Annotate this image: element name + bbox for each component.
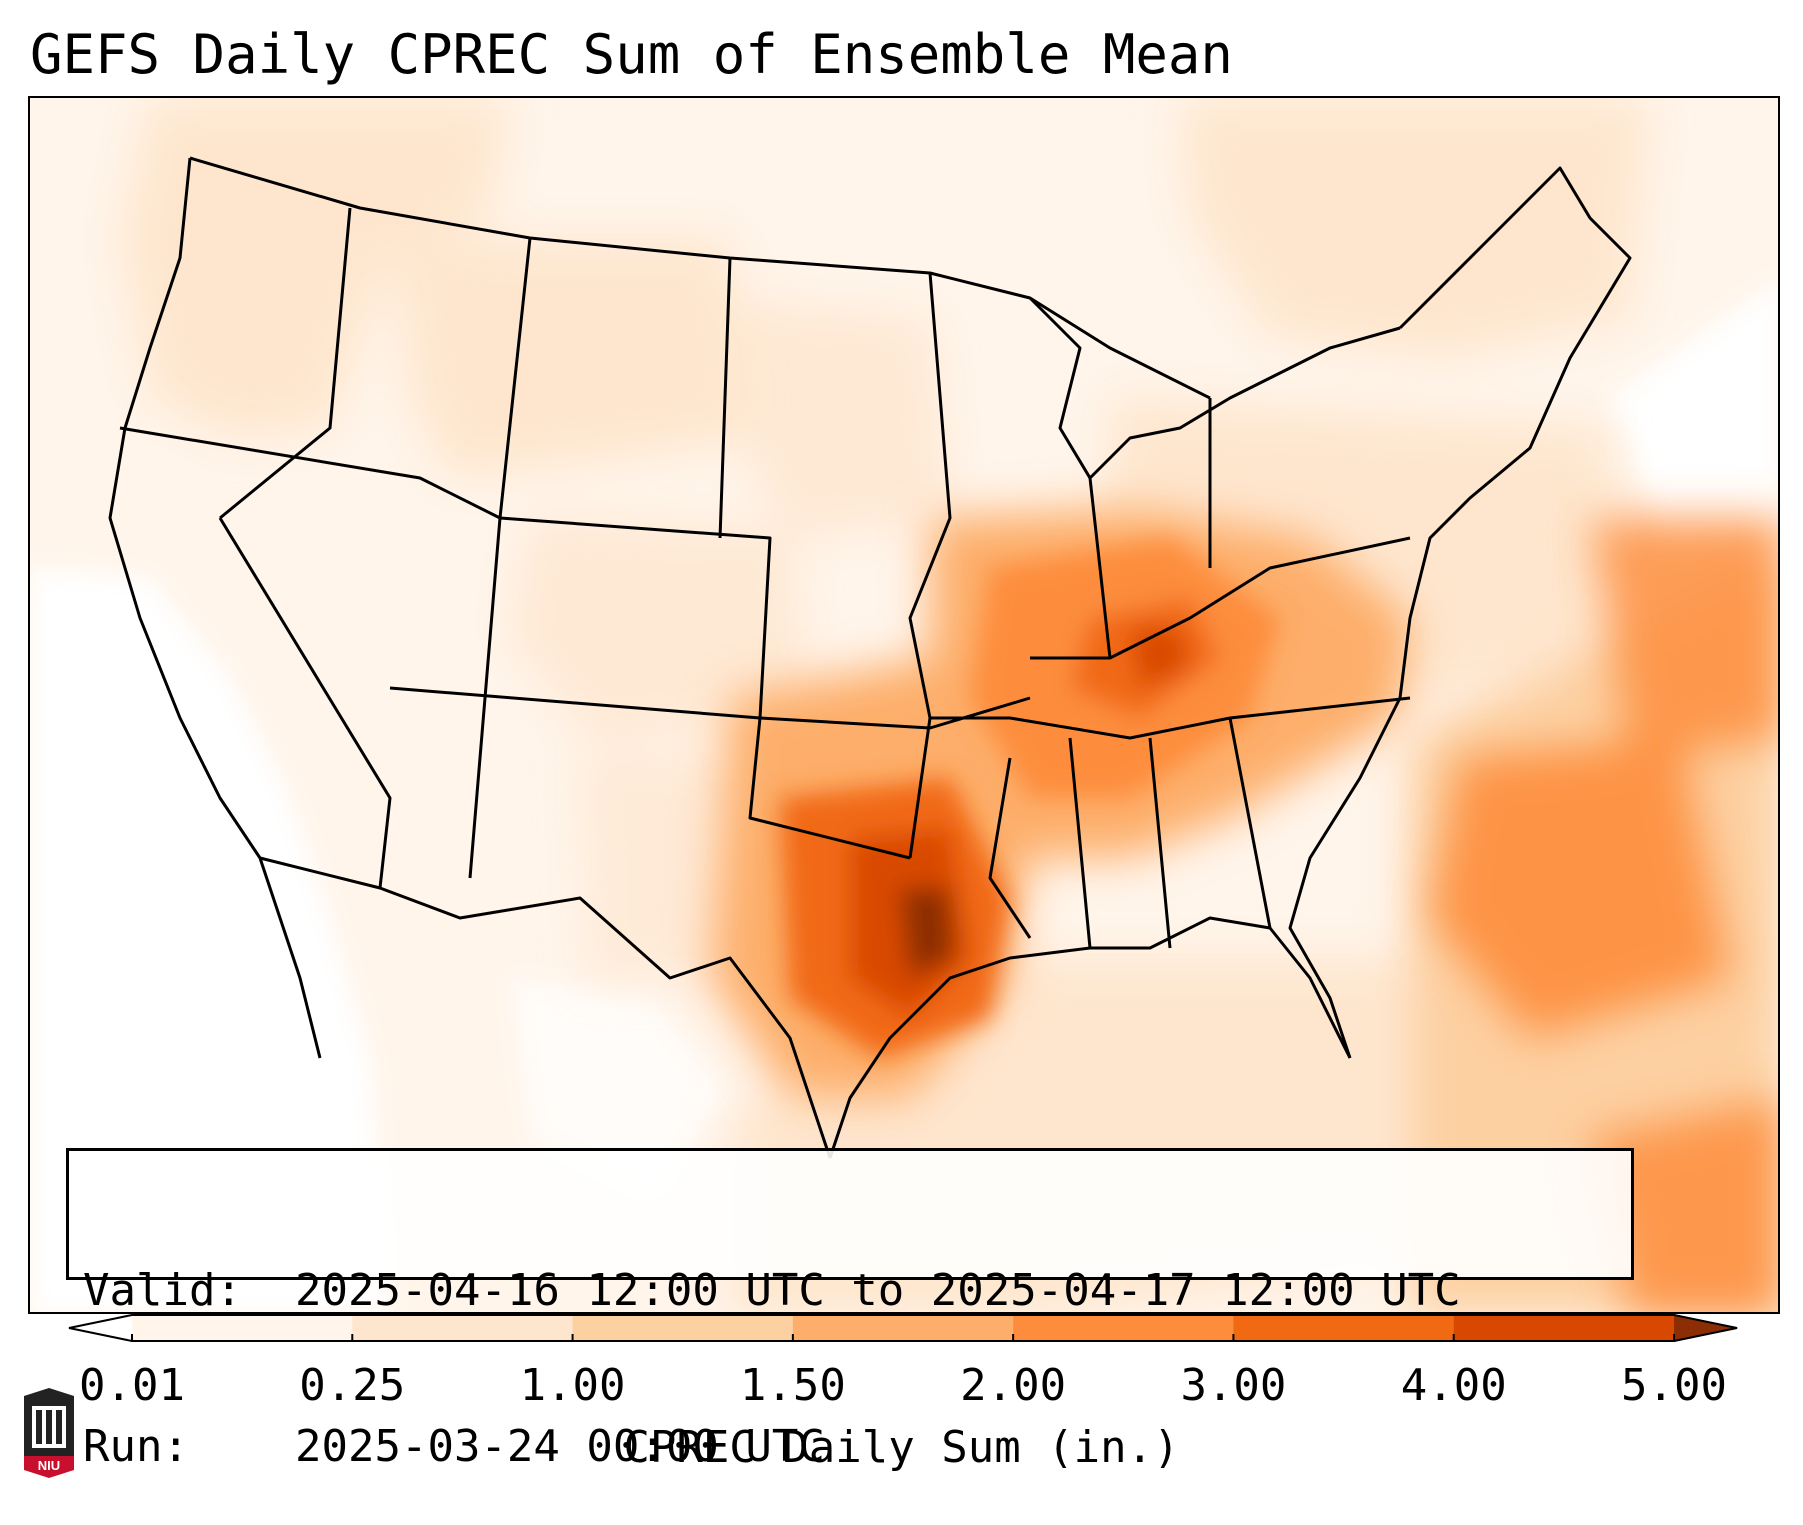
colorbar-tick-label: 0.25 [299,1360,406,1411]
logo-text: NIU [38,1458,60,1473]
state-line [1088,477,1112,659]
colorbar-segment [572,1314,794,1342]
atlantic-coastline [1288,166,1632,1059]
run-row: Run: 2025-03-24 00:00 UTC [83,1421,1617,1473]
colorbar-segment [1233,1314,1455,1342]
colorbar-segment [1453,1314,1675,1342]
no-precip-regions [30,280,1778,1312]
state-line [1148,737,1172,949]
state-line [1030,536,1411,660]
colorbar-tick-label: 1.50 [739,1360,846,1411]
colorbar-under-arrow [68,1314,132,1342]
colorbar-label: CPREC Daily Sum (in.) [623,1422,1180,1473]
colorbar-tick-label: 5.00 [1621,1360,1727,1411]
run-label: Run: [83,1421,189,1472]
colorbar-tick-label: 1.00 [519,1360,626,1411]
state-line [389,686,1031,730]
state-line [218,517,392,889]
colorbar-segment [1013,1314,1234,1342]
state-line [219,207,352,520]
state-line [468,517,502,879]
colorbar-tick-label: 2.00 [960,1360,1067,1411]
heavy-precip-regions [780,538,1280,1058]
colorbar-outline [68,1314,1738,1342]
valid-label: Valid: [83,1265,242,1316]
state-line [930,696,1411,740]
run-value: 2025-03-24 00:00 UTC [295,1421,825,1472]
state-line [908,272,952,859]
colorbar-segment [132,1314,353,1342]
colorbar-tick-label: 3.00 [1180,1360,1287,1411]
state-line [1228,717,1272,929]
colorbar-segment [792,1314,1014,1342]
state-line [748,717,911,860]
colorbar-tick-label: 0.01 [79,1360,185,1411]
map-canvas [30,98,1778,1312]
precipitation-map [28,96,1780,1314]
valid-info-box: Valid: 2025-04-16 12:00 UTC to 2025-04-17… [66,1148,1634,1472]
state-line [1068,737,1092,949]
chart-title: GEFS Daily CPREC Sum of Ensemble Mean [30,23,1233,86]
colorbar-tick-label: 4.00 [1400,1360,1507,1411]
niu-logo: NIU [24,1388,74,1478]
colorbar-over-arrow [1674,1314,1738,1342]
colorbar [68,1314,1738,1342]
state-line [988,757,1032,939]
state-line [119,426,501,520]
pacific-coastline [108,157,322,1059]
boundary-lines [108,156,1632,1159]
valid-value: 2025-04-16 12:00 UTC to 2025-04-17 12:00… [295,1265,1461,1316]
canada-border [189,156,1211,400]
state-line [498,237,772,719]
mexico-border [259,856,832,1159]
colorbar-tick-labels: 0.01 0.25 1.00 1.50 2.00 3.00 4.00 5.00 [0,1360,1803,1420]
great-lakes-shore [1028,296,1401,480]
state-line [718,257,732,539]
colorbar-segment [352,1314,574,1342]
valid-row: Valid: 2025-04-16 12:00 UTC to 2025-04-17… [83,1265,1617,1317]
